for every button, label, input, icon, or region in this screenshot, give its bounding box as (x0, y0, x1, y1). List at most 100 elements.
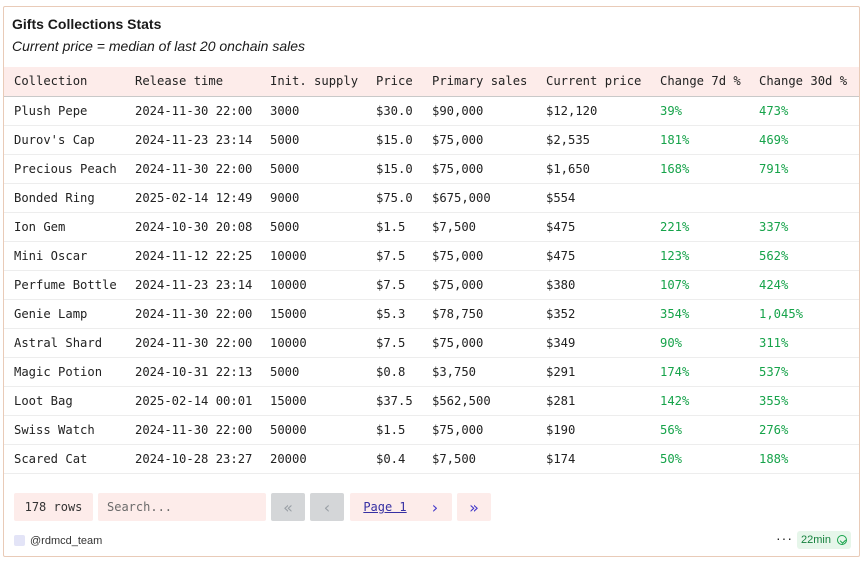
chevron-left-icon: ‹ (323, 497, 331, 517)
column-header-price[interactable]: Price (366, 67, 422, 97)
cell-change-30d: 537% (749, 357, 859, 387)
cell-price: $0.4 (366, 444, 422, 474)
cell-change-7d: 174% (650, 357, 749, 387)
team-avatar (14, 535, 25, 546)
cell-primary-sales: $75,000 (422, 241, 536, 271)
cell-price: $7.5 (366, 328, 422, 358)
cell-release-time: 2025-02-14 00:01 (125, 386, 260, 416)
team-handle[interactable]: @rdmcd_team (30, 535, 103, 547)
cell-release-time: 2024-11-30 22:00 (125, 415, 260, 445)
cell-init-supply: 5000 (260, 212, 366, 242)
cell-current-price: $554 (536, 183, 650, 213)
cell-change-30d: 791% (749, 154, 859, 184)
cell-change-30d: 562% (749, 241, 859, 271)
table-row: Plush Pepe 2024-11-30 22:00 3000 $30.0 $90,0… (4, 96, 859, 126)
dashboard-card: Gifts Collections Stats Current price = … (3, 6, 860, 557)
cell-init-supply: 10000 (260, 270, 366, 300)
cell-collection: Swiss Watch (4, 415, 125, 445)
table-row: Magic Potion 2024-10-31 22:13 5000 $0.8 $3,7… (4, 357, 859, 387)
cell-price: $75.0 (366, 183, 422, 213)
cell-primary-sales: $7,500 (422, 212, 536, 242)
table-row: Loot Bag 2025-02-14 00:01 15000 $37.5 $562,5… (4, 386, 859, 416)
cell-change-7d: 123% (650, 241, 749, 271)
cell-init-supply: 15000 (260, 386, 366, 416)
current-page-link[interactable]: Page 1 (350, 493, 420, 521)
column-header-collection[interactable]: Collection (4, 67, 125, 97)
cell-collection: Durov's Cap (4, 125, 125, 155)
refresh-status-badge[interactable]: 22min (797, 531, 851, 549)
cell-primary-sales: $675,000 (422, 183, 536, 213)
cell-primary-sales: $75,000 (422, 415, 536, 445)
cell-current-price: $475 (536, 212, 650, 242)
table-row: Ion Gem 2024-10-30 20:08 5000 $1.5 $7,500 $47… (4, 212, 859, 242)
cell-primary-sales: $75,000 (422, 328, 536, 358)
cell-release-time: 2024-10-28 23:27 (125, 444, 260, 474)
column-header-current-price[interactable]: Current price (536, 67, 650, 97)
cell-change-30d: 276% (749, 415, 859, 445)
cell-price: $37.5 (366, 386, 422, 416)
cell-release-time: 2024-11-30 22:00 (125, 96, 260, 126)
cell-price: $0.8 (366, 357, 422, 387)
cell-change-7d: 142% (650, 386, 749, 416)
table-row: Genie Lamp 2024-11-30 22:00 15000 $5.3 $78,7… (4, 299, 859, 329)
cell-release-time: 2024-11-23 23:14 (125, 270, 260, 300)
column-header-primary-sales[interactable]: Primary sales (422, 67, 536, 97)
cell-change-30d: 355% (749, 386, 859, 416)
cell-change-7d: 90% (650, 328, 749, 358)
cell-change-30d (749, 183, 859, 213)
more-options-button[interactable]: ··· (776, 530, 793, 546)
previous-page-button[interactable]: ‹ (310, 493, 344, 521)
cell-current-price: $475 (536, 241, 650, 271)
cell-change-30d: 337% (749, 212, 859, 242)
double-chevron-left-icon: « (283, 497, 293, 517)
cell-init-supply: 10000 (260, 328, 366, 358)
cell-price: $15.0 (366, 154, 422, 184)
cell-release-time: 2024-11-23 23:14 (125, 125, 260, 155)
cell-current-price: $1,650 (536, 154, 650, 184)
column-header-release-time[interactable]: Release time (125, 67, 260, 97)
cell-change-30d: 473% (749, 96, 859, 126)
table-row: Astral Shard 2024-11-30 22:00 10000 $7.5 $75… (4, 328, 859, 358)
cell-change-7d: 39% (650, 96, 749, 126)
cell-init-supply: 10000 (260, 241, 366, 271)
cell-change-30d: 469% (749, 125, 859, 155)
cell-change-30d: 188% (749, 444, 859, 474)
cell-current-price: $349 (536, 328, 650, 358)
cell-init-supply: 15000 (260, 299, 366, 329)
table-row: Mini Oscar 2024-11-12 22:25 10000 $7.5 $75,0… (4, 241, 859, 271)
cell-init-supply: 20000 (260, 444, 366, 474)
next-page-button[interactable]: › (418, 493, 452, 521)
cell-release-time: 2024-11-12 22:25 (125, 241, 260, 271)
card-footer: @rdmcd_team ··· 22min (14, 530, 851, 549)
refresh-label: 22min (801, 534, 831, 546)
stats-table: Collection Release time Init. supply Pri… (4, 67, 859, 474)
last-page-button[interactable]: » (457, 493, 491, 521)
cell-current-price: $12,120 (536, 96, 650, 126)
first-page-button[interactable]: « (271, 493, 305, 521)
cell-primary-sales: $75,000 (422, 270, 536, 300)
column-header-change-7d[interactable]: Change 7d % (650, 67, 749, 97)
cell-change-30d: 424% (749, 270, 859, 300)
column-header-init-supply[interactable]: Init. supply (260, 67, 366, 97)
cell-current-price: $352 (536, 299, 650, 329)
cell-primary-sales: $75,000 (422, 125, 536, 155)
table-row: Precious Peach 2024-11-30 22:00 5000 $15.0 $… (4, 154, 859, 184)
table-row: Swiss Watch 2024-11-30 22:00 50000 $1.5 $75,… (4, 415, 859, 445)
cell-primary-sales: $75,000 (422, 154, 536, 184)
cell-change-7d: 221% (650, 212, 749, 242)
cell-init-supply: 50000 (260, 415, 366, 445)
cell-collection: Scared Cat (4, 444, 125, 474)
search-input[interactable] (98, 493, 266, 521)
cell-change-7d (650, 183, 749, 213)
cell-change-7d: 50% (650, 444, 749, 474)
chevron-right-icon: › (431, 497, 439, 517)
cell-collection: Plush Pepe (4, 96, 125, 126)
cell-collection: Mini Oscar (4, 241, 125, 271)
cell-release-time: 2024-11-30 22:00 (125, 299, 260, 329)
cell-current-price: $291 (536, 357, 650, 387)
cell-collection: Loot Bag (4, 386, 125, 416)
cell-change-7d: 56% (650, 415, 749, 445)
column-header-change-30d[interactable]: Change 30d % (749, 67, 859, 97)
cell-price: $1.5 (366, 415, 422, 445)
table-row: Scared Cat 2024-10-28 23:27 20000 $0.4 $7,50… (4, 444, 859, 474)
